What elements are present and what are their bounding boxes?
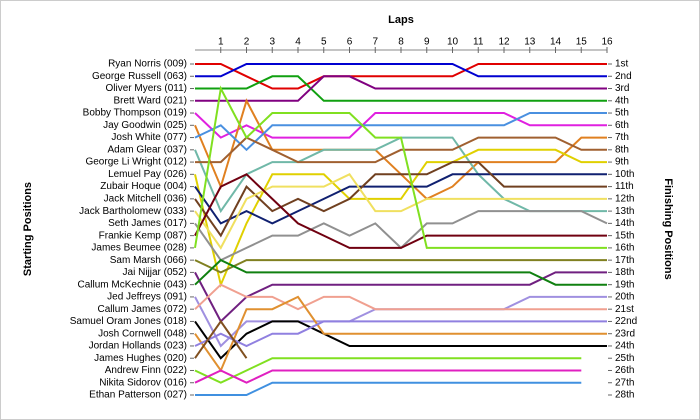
position-line xyxy=(194,319,248,359)
x-tick-label: 11 xyxy=(473,37,484,48)
x-tick-label: 6 xyxy=(347,37,353,48)
driver-label: Josh White (077) xyxy=(111,132,187,143)
finish-label: 9th xyxy=(615,157,629,168)
position-line xyxy=(194,320,607,360)
driver-label: James Beumee (028) xyxy=(91,243,187,254)
position-line xyxy=(195,136,607,164)
finish-label: 4th xyxy=(615,95,629,106)
driver-label: Brett Ward (021) xyxy=(113,95,187,106)
x-tick-label: 14 xyxy=(550,37,562,48)
driver-label: Jai Nijjar (052) xyxy=(123,267,187,278)
position-line xyxy=(194,357,582,384)
position-line xyxy=(194,271,607,324)
finish-label: 6th xyxy=(615,120,629,131)
x-tick-label: 8 xyxy=(398,37,404,48)
finish-label: 5th xyxy=(615,108,629,119)
driver-label: Josh Cornwell (048) xyxy=(98,328,187,339)
y-axis-title: Starting Positions xyxy=(22,182,34,276)
position-line xyxy=(194,369,582,384)
driver-label: Jack Mitchell (036) xyxy=(104,193,187,204)
driver-label: Seth James (017) xyxy=(108,218,187,229)
finish-label: 27th xyxy=(615,377,634,388)
finish-label: 10th xyxy=(615,169,634,180)
x-tick-label: 16 xyxy=(601,37,613,48)
position-line xyxy=(195,381,582,396)
driver-label: George Russell (063) xyxy=(92,71,187,82)
driver-label: Jed Jeffreys (091) xyxy=(107,292,187,303)
driver-label: James Hughes (020) xyxy=(94,353,187,364)
finish-label: 17th xyxy=(615,255,634,266)
driver-label: Sam Marsh (066) xyxy=(110,255,187,266)
position-line xyxy=(195,63,607,90)
position-line xyxy=(195,63,607,78)
driver-label: Bobby Thompson (019) xyxy=(83,108,187,119)
finish-label: 15th xyxy=(615,230,634,241)
driver-label: Jordan Hollands (023) xyxy=(89,341,187,352)
x-tick-label: 3 xyxy=(269,37,275,48)
x-tick-label: 15 xyxy=(576,37,588,48)
driver-label: Callum McKechnie (043) xyxy=(78,279,188,290)
driver-label: Callum James (072) xyxy=(98,304,187,315)
driver-label: Jack Bartholomew (033) xyxy=(79,206,187,217)
position-line xyxy=(194,85,607,249)
finish-label: 13th xyxy=(615,206,634,217)
x-tick-label: 12 xyxy=(498,37,510,48)
finish-label: 7th xyxy=(615,132,629,143)
driver-label: Ryan Norris (009) xyxy=(108,59,187,70)
finish-label: 3rd xyxy=(615,83,629,94)
position-line xyxy=(194,283,607,311)
driver-label: George Li Wright (012) xyxy=(85,157,187,168)
driver-label: Lemuel Pay (026) xyxy=(108,169,187,180)
x-tick-label: 2 xyxy=(244,37,250,48)
driver-label: Ethan Patterson (027) xyxy=(89,390,187,401)
driver-label: Oliver Myers (011) xyxy=(106,83,188,94)
y2-axis-title: Finishing Positions xyxy=(662,178,674,279)
finish-label: 16th xyxy=(615,243,634,254)
finish-label: 20th xyxy=(615,292,634,303)
driver-label: Frankie Kemp (087) xyxy=(99,230,187,241)
x-tick-label: 1 xyxy=(218,37,224,48)
finish-label: 11th xyxy=(615,181,634,192)
finish-label: 14th xyxy=(615,218,634,229)
driver-label: Nikita Sidorov (016) xyxy=(99,377,187,388)
x-tick-label: 13 xyxy=(524,37,536,48)
finish-label: 21st xyxy=(615,304,634,315)
x-tick-label: 5 xyxy=(321,37,327,48)
finish-label: 28th xyxy=(615,390,634,401)
finish-label: 25th xyxy=(615,353,634,364)
finish-label: 22nd xyxy=(615,316,637,327)
driver-label: Zubair Hoque (004) xyxy=(100,181,187,192)
finish-label: 2nd xyxy=(615,71,632,82)
finish-label: 18th xyxy=(615,267,634,278)
position-line xyxy=(194,173,607,225)
finish-label: 12th xyxy=(615,193,634,204)
driver-label: Jay Goodwin (025) xyxy=(103,120,187,131)
position-line xyxy=(194,295,607,373)
x-tick-label: 4 xyxy=(295,37,301,48)
driver-label: Andrew Finn (022) xyxy=(105,365,187,376)
finish-label: 23rd xyxy=(615,328,635,339)
finish-label: 26th xyxy=(615,365,634,376)
position-line xyxy=(195,75,607,102)
position-line xyxy=(194,112,607,152)
x-tick-label: 7 xyxy=(372,37,378,48)
finish-label: 1st xyxy=(615,59,629,70)
position-line xyxy=(194,173,607,249)
finish-label: 24th xyxy=(615,341,634,352)
position-line xyxy=(194,320,607,348)
position-line xyxy=(194,259,607,274)
x-axis-title: Laps xyxy=(388,14,414,26)
position-line xyxy=(195,75,607,102)
finish-label: 8th xyxy=(615,144,629,155)
x-tick-label: 10 xyxy=(447,37,459,48)
driver-label: Adam Glear (037) xyxy=(108,144,187,155)
x-tick-label: 9 xyxy=(424,37,430,48)
finish-label: 19th xyxy=(615,279,634,290)
position-line xyxy=(194,258,607,286)
driver-label: Samuel Oram Jones (018) xyxy=(70,316,187,327)
position-line xyxy=(194,161,607,238)
